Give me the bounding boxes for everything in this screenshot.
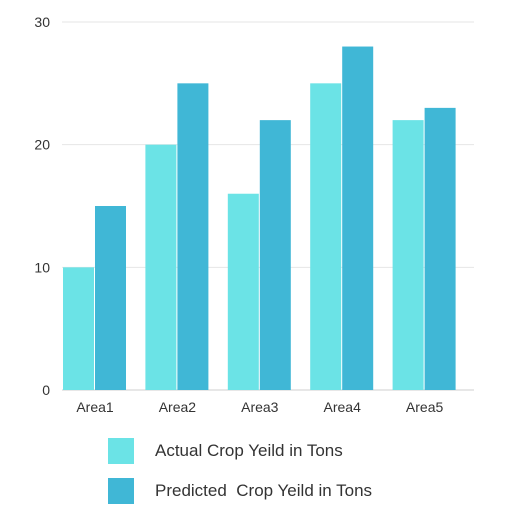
bars	[63, 46, 456, 391]
bar-predicted	[342, 46, 374, 391]
bar-actual	[310, 83, 342, 390]
bar-actual	[392, 120, 424, 390]
legend-item-actual: Actual Crop Yeild in Tons	[108, 438, 372, 464]
x-tick-label: Area3	[241, 399, 279, 415]
legend-swatch-predicted	[108, 478, 134, 504]
legend-label-predicted: Predicted Crop Yeild in Tons	[155, 481, 373, 500]
bar-actual	[63, 267, 94, 390]
x-tick-label: Area1	[76, 399, 114, 415]
x-tick-label: Area4	[324, 399, 362, 415]
x-tick-label: Area2	[159, 399, 197, 415]
bar-predicted	[424, 107, 456, 390]
bar-actual	[145, 144, 177, 390]
legend-label-actual: Actual Crop Yeild in Tons	[155, 441, 343, 460]
legend: Actual Crop Yeild in Tons Predicted Crop…	[108, 438, 372, 518]
legend-item-predicted: Predicted Crop Yeild in Tons	[108, 478, 372, 504]
y-tick-label: 10	[34, 259, 50, 275]
y-axis-tick-labels: 0 10 20 30	[34, 14, 50, 398]
y-tick-label: 30	[34, 14, 50, 30]
x-axis-category-labels: Area1 Area2 Area3 Area4 Area5	[76, 399, 443, 415]
bar-chart: 0 10 20 30 Area1 Area2 Area3 Area4 Area5	[34, 14, 474, 415]
legend-swatch-actual	[108, 438, 134, 464]
y-tick-label: 0	[42, 382, 50, 398]
bar-actual	[227, 193, 259, 390]
bar-predicted	[259, 120, 291, 390]
bar-predicted	[95, 206, 126, 390]
x-tick-label: Area5	[406, 399, 444, 415]
y-tick-label: 20	[34, 137, 50, 153]
bar-predicted	[177, 83, 209, 390]
